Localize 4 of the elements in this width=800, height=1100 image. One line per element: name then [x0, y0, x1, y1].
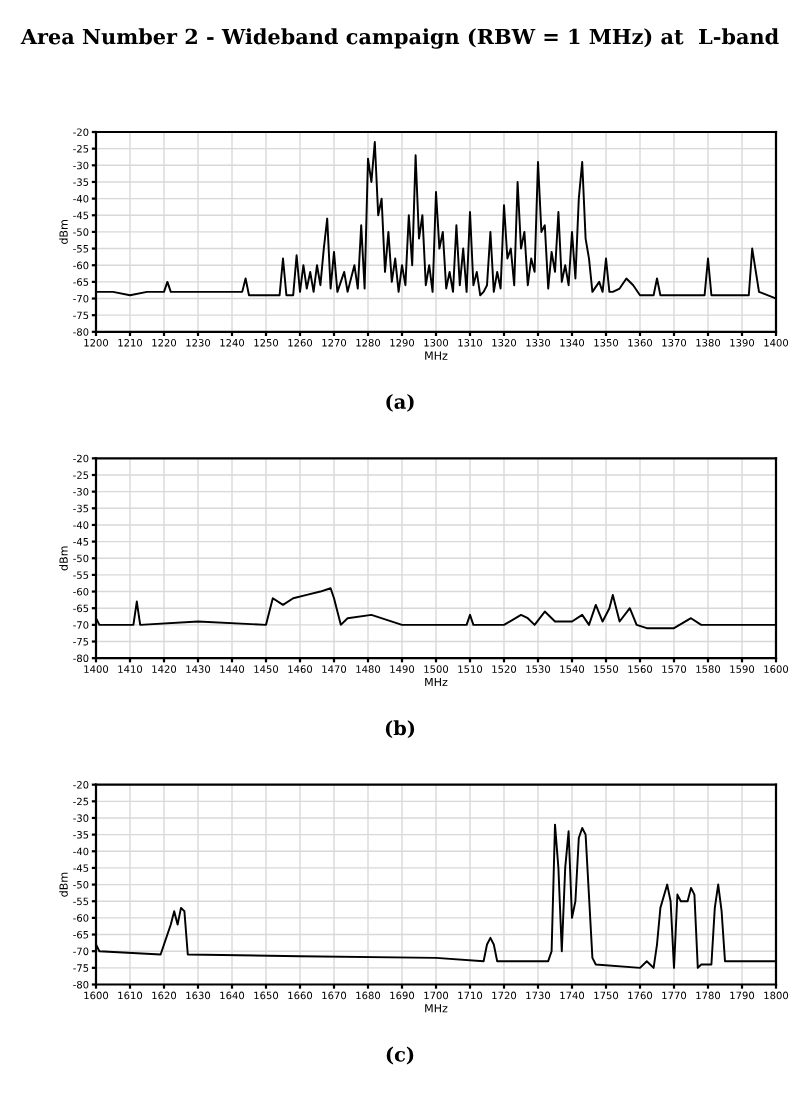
text: (c): [386, 1046, 414, 1065]
text: (b): [385, 720, 415, 739]
chart-title: Area Number 2 - Wideband campaign (RBW = 1 MHz) at L-band: [20, 28, 779, 49]
text: (a): [386, 393, 414, 412]
